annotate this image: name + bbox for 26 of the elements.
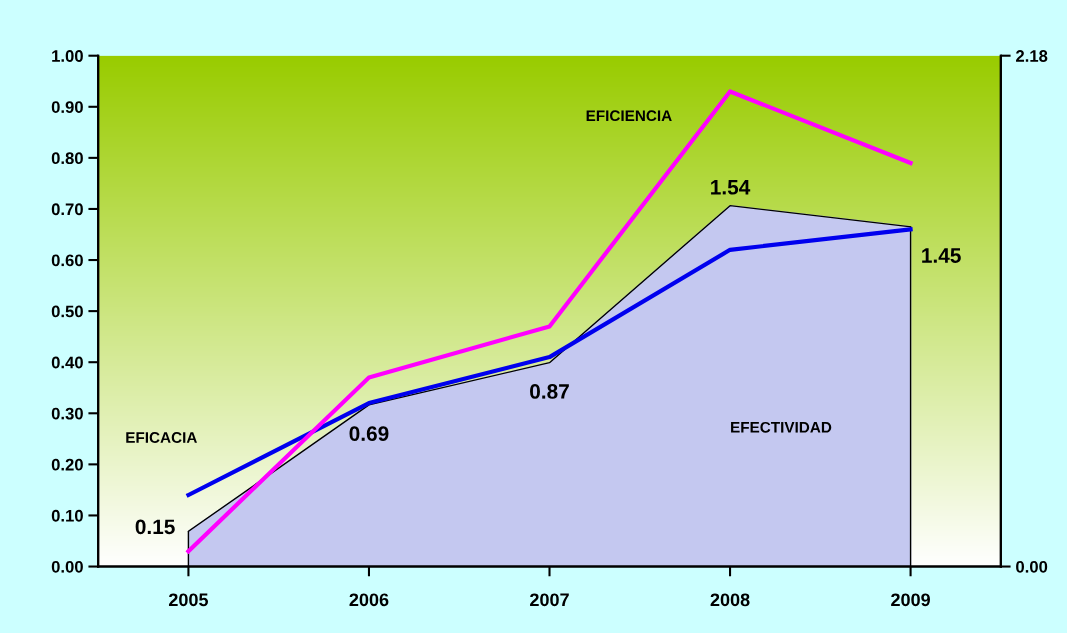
- y-tick-label: 0.40: [51, 356, 83, 369]
- data-label: 0.69: [349, 426, 389, 441]
- y-tick-label: 0.10: [51, 509, 83, 522]
- data-label: 1.54: [711, 180, 751, 195]
- text: EFICACIA: [126, 432, 197, 443]
- x-tick-label: 2008: [710, 593, 750, 607]
- x-tick-label: 2007: [530, 593, 569, 607]
- x-tick-label: 2005: [168, 593, 209, 607]
- x-tick-label: 2009: [891, 593, 930, 607]
- y2-tick-label: 2.18: [1016, 50, 1048, 62]
- y-tick-label: 0.00: [51, 560, 83, 573]
- x-tick-label: 2006: [349, 593, 389, 607]
- data-label: 0.15: [135, 519, 175, 535]
- y-tick-label: 0.20: [51, 458, 83, 471]
- y-tick-label: 0.90: [51, 101, 83, 113]
- data-label: 1.45: [922, 248, 961, 263]
- data-label: 0.87: [530, 384, 569, 399]
- y-tick-label: 0.30: [51, 407, 83, 420]
- y-tick-label: 0.70: [51, 203, 83, 216]
- y2-tick-label: 0.00: [1016, 560, 1048, 573]
- y-tick-label: 0.60: [51, 254, 83, 267]
- y-tick-label: 0.80: [51, 152, 83, 165]
- series-label: EFICIENCIA: [586, 110, 672, 122]
- y-tick-label: 1.00: [52, 50, 83, 62]
- series-label: EFECTIVIDAD: [731, 421, 832, 433]
- y-tick-label: 0.50: [51, 305, 83, 318]
